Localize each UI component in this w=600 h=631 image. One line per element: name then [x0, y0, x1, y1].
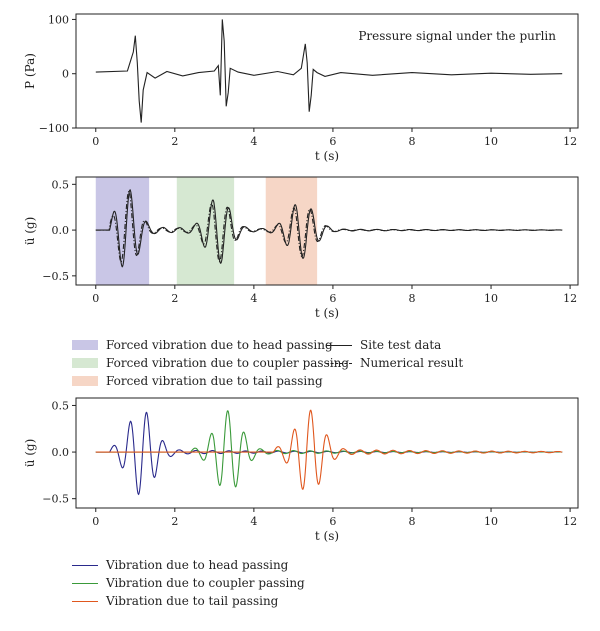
x-tick-label: 4: [250, 292, 257, 305]
x-tick-label: 0: [92, 515, 99, 528]
x-tick-label: 6: [329, 292, 336, 305]
y-tick-label: 0.0: [52, 446, 70, 459]
x-tick-label: 8: [408, 515, 415, 528]
y-tick-label: 0.5: [52, 178, 70, 191]
x-tick-label: 4: [250, 515, 257, 528]
coupler-region-swatch: [72, 358, 98, 368]
tail-line-swatch: [72, 600, 98, 602]
legend-bottom: Vibration due to head passing Vibration …: [72, 558, 402, 614]
y-tick-label: −100: [39, 122, 69, 135]
chart-panel-1: 0 2 4 6 8 10 12 −100 0 100 t (s) P (Pa) Pressure sig…: [23, 13, 579, 163]
y-tick-label: −0.5: [42, 493, 69, 506]
legend-label: Vibration due to head passing: [106, 558, 289, 572]
y-axis-label: ü (g): [23, 439, 37, 468]
x-tick-label: 10: [484, 292, 498, 305]
legend-label: Forced vibration due to coupler passing: [106, 356, 349, 370]
x-tick-label: 10: [484, 135, 498, 148]
chart-panel-2: 0 2 4 6 8 10 12 −0.5 0.0 0.5 t (s) ü (g): [23, 176, 579, 320]
x-tick-label: 6: [329, 135, 336, 148]
legend-item-tail-region: Forced vibration due to tail passing: [72, 374, 323, 388]
series-line-1: [95, 19, 563, 123]
legend-label: Forced vibration due to tail passing: [106, 374, 323, 388]
legend-top: Forced vibration due to head passing For…: [72, 338, 542, 394]
series-line-1: [95, 189, 563, 268]
y-tick-label: −0.5: [42, 270, 69, 283]
tail-region-swatch: [72, 376, 98, 386]
legend-label: Vibration due to tail passing: [106, 594, 279, 608]
legend-item-numerical: Numerical result: [326, 356, 463, 370]
x-tick-label: 10: [484, 515, 498, 528]
plot-frame: [75, 397, 579, 509]
legend-item-site-test: Site test data: [326, 338, 441, 352]
legend-label: Site test data: [360, 338, 442, 352]
legend-label: Numerical result: [360, 356, 464, 370]
head-region-swatch: [72, 340, 98, 350]
x-tick-label: 8: [408, 135, 415, 148]
x-tick-label: 12: [563, 135, 577, 148]
dashdot-line-swatch: [326, 362, 352, 364]
y-axis-label: P (Pa): [23, 53, 37, 89]
x-tick-label: 2: [171, 292, 178, 305]
plot-frame: [75, 13, 579, 129]
y-tick-label: 100: [48, 13, 69, 26]
x-tick-label: 0: [92, 135, 99, 148]
x-axis-label: t (s): [315, 306, 339, 320]
x-tick-label: 6: [329, 515, 336, 528]
legend-label: Vibration due to coupler passing: [106, 576, 305, 590]
x-tick-label: 8: [408, 292, 415, 305]
legend-label: Forced vibration due to head passing: [106, 338, 333, 352]
legend-item-head-vibration: Vibration due to head passing: [72, 558, 288, 572]
chart-panel-3: 0 2 4 6 8 10 12 −0.5 0.0 0.5 t (s) ü (g): [23, 397, 579, 543]
y-tick-label: 0.5: [52, 399, 70, 412]
panel-annotation: Pressure signal under the purlin: [358, 29, 556, 43]
x-tick-label: 12: [563, 515, 577, 528]
x-tick-label: 12: [563, 292, 577, 305]
legend-item-coupler-vibration: Vibration due to coupler passing: [72, 576, 305, 590]
legend-item-tail-vibration: Vibration due to tail passing: [72, 594, 278, 608]
x-axis-label: t (s): [315, 149, 339, 163]
x-tick-label: 0: [92, 292, 99, 305]
series-line-1: [95, 411, 563, 496]
x-tick-label: 2: [171, 515, 178, 528]
y-axis-label: ü (g): [23, 217, 37, 246]
y-tick-label: 0: [62, 68, 69, 81]
legend-item-coupler-region: Forced vibration due to coupler passing: [72, 356, 349, 370]
x-axis-label: t (s): [315, 529, 339, 543]
legend-item-head-region: Forced vibration due to head passing: [72, 338, 333, 352]
coupler-line-swatch: [72, 582, 98, 584]
series-line-3: [95, 409, 563, 490]
x-tick-label: 2: [171, 135, 178, 148]
x-tick-label: 4: [250, 135, 257, 148]
y-tick-label: 0.0: [52, 224, 70, 237]
plot-frame: [75, 176, 579, 286]
solid-line-swatch: [326, 344, 352, 346]
head-line-swatch: [72, 564, 98, 566]
